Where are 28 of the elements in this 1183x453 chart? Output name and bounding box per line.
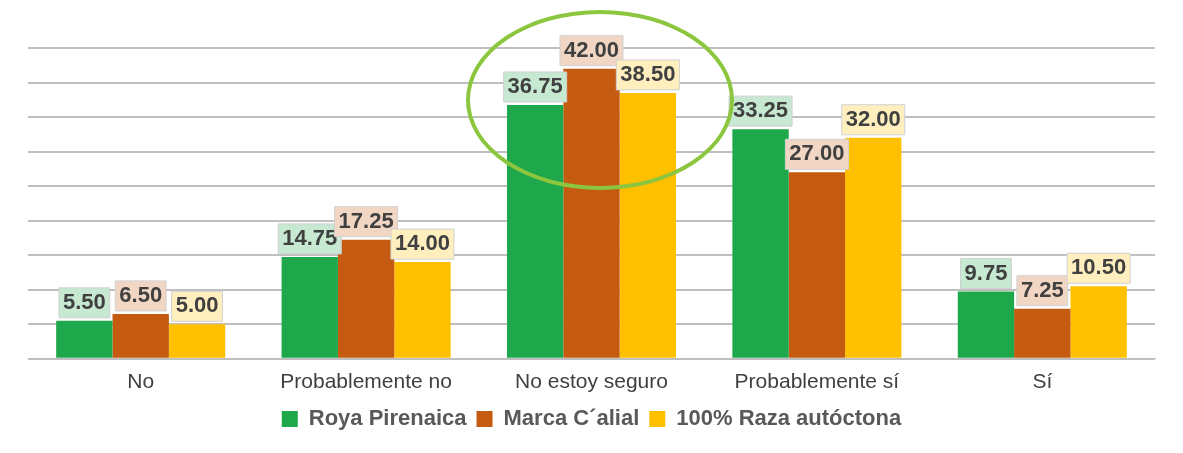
- data-label: 7.25: [1020, 276, 1064, 302]
- bar: [732, 129, 789, 358]
- bar: [168, 324, 226, 358]
- data-label: 6.50: [119, 281, 163, 307]
- data-label: 32.00: [845, 105, 901, 131]
- x-tick-label: Sí: [1032, 369, 1053, 393]
- data-label: 5.50: [62, 288, 106, 314]
- x-tick-label: No: [127, 369, 155, 393]
- legend-label: Marca C´alial: [503, 405, 640, 431]
- data-label: 10.50: [1071, 254, 1127, 280]
- data-label: 27.00: [789, 140, 845, 166]
- x-tick-label: Probablemente no: [280, 369, 452, 393]
- data-label: 42.00: [563, 36, 620, 62]
- bar: [1070, 286, 1127, 358]
- legend-label: Roya Pirenaica: [308, 405, 468, 431]
- data-label: 17.25: [338, 207, 394, 233]
- data-label: 5.00: [175, 292, 219, 318]
- x-tick-label: Probablemente sí: [734, 369, 900, 393]
- data-label: 14.00: [394, 230, 450, 256]
- bar: [957, 291, 1015, 358]
- x-tick-label: No estoy seguro: [515, 369, 668, 393]
- legend-label: 100% Raza autóctona: [676, 405, 902, 431]
- data-label: 33.25: [733, 97, 789, 123]
- data-label: 14.75: [282, 224, 338, 250]
- data-label: 36.75: [507, 73, 563, 99]
- data-label: 9.75: [964, 259, 1008, 285]
- data-label: 38.50: [620, 60, 676, 86]
- bar: [394, 262, 451, 358]
